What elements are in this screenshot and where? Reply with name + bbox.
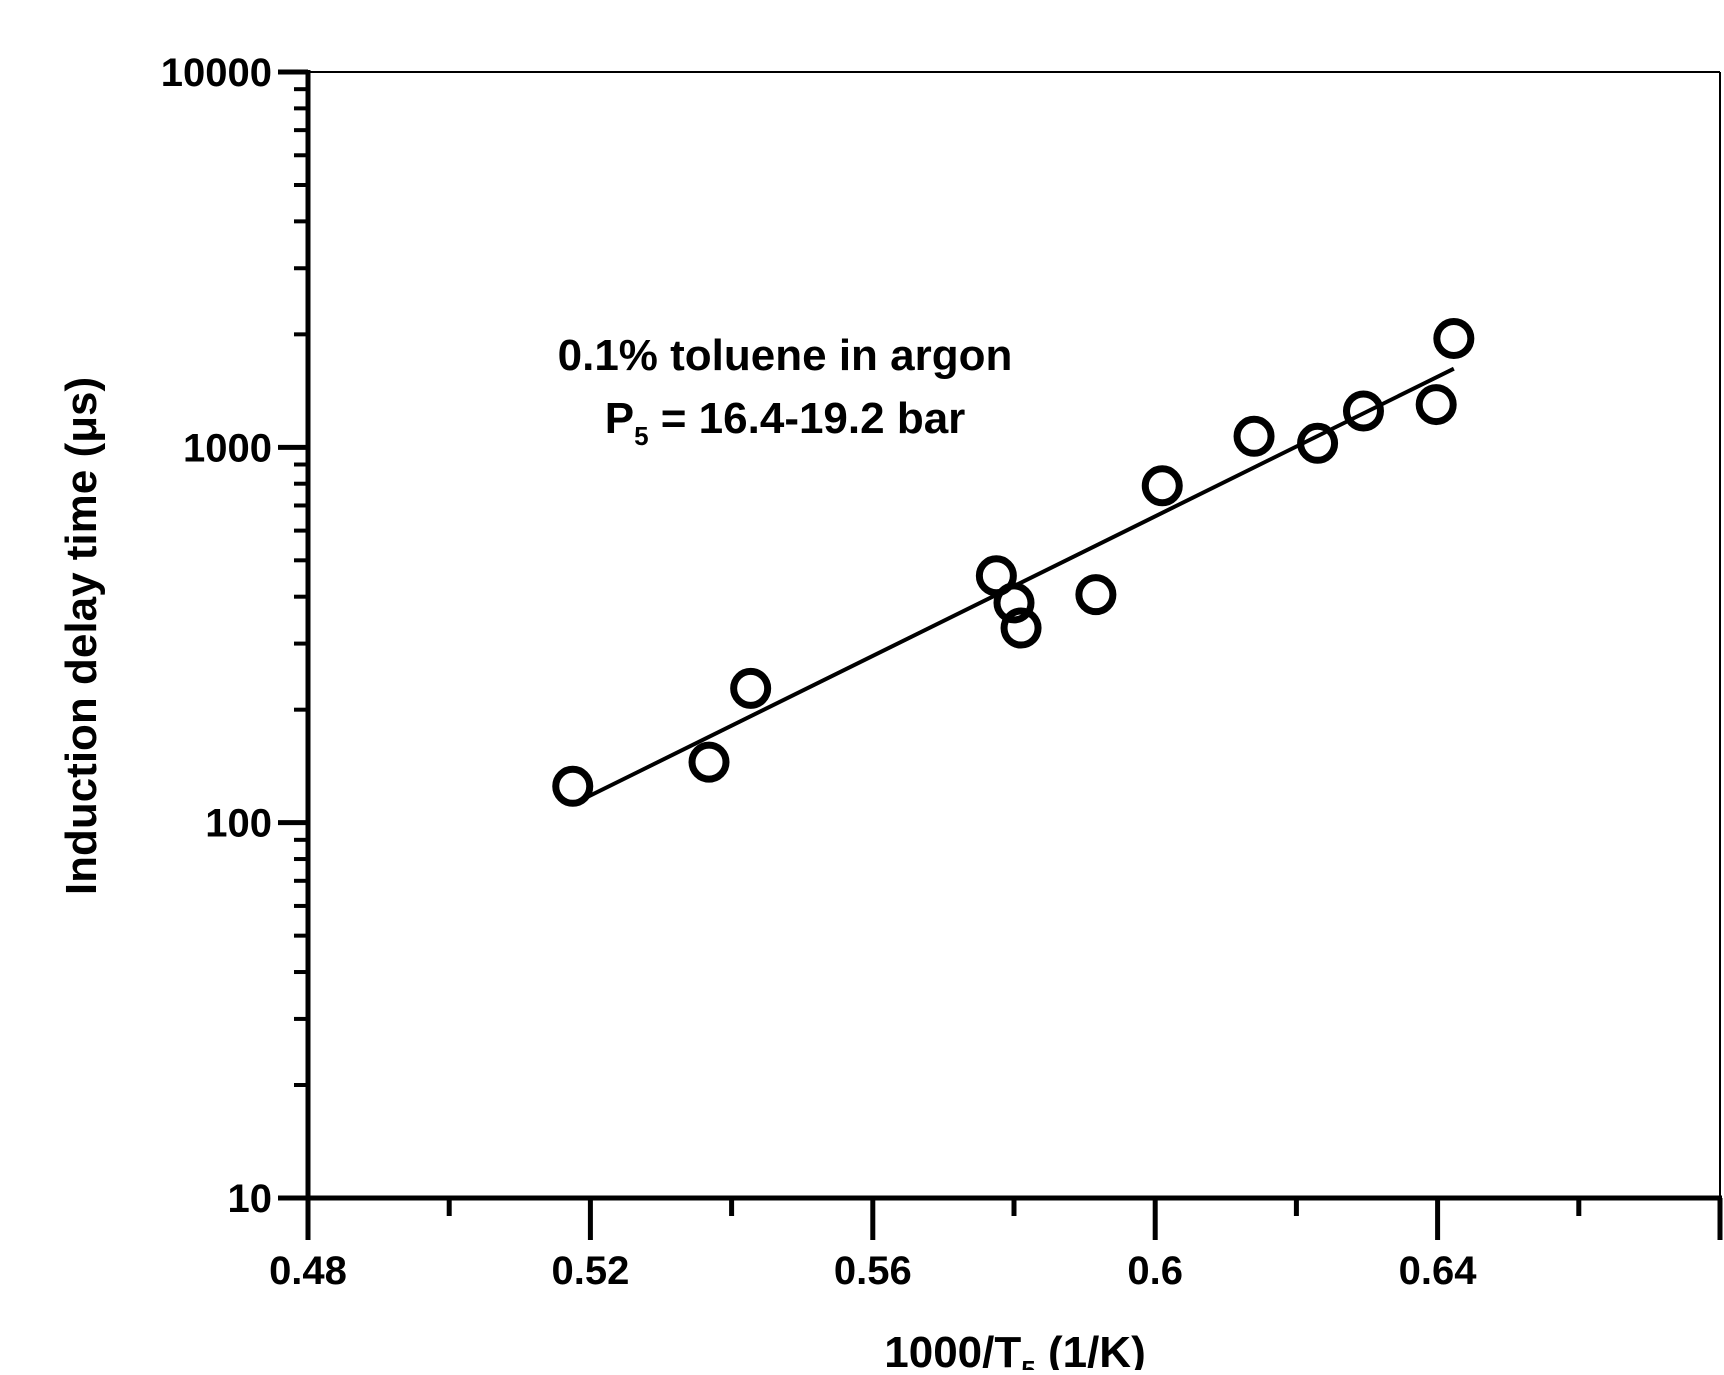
x-axis-title-sub: 5 <box>1021 1355 1035 1370</box>
x-tick-label: 0.56 <box>834 1249 912 1293</box>
data-point <box>1415 384 1457 426</box>
y-tick-label: 10 <box>228 1177 273 1221</box>
data-point <box>1297 422 1339 464</box>
x-tick-label: 0.48 <box>269 1249 347 1293</box>
annotation-line1: 0.1% toluene in argon <box>558 331 1013 380</box>
x-axis-title-main: 1000/T <box>884 1328 1021 1370</box>
data-point <box>552 765 594 807</box>
data-point <box>1233 415 1275 457</box>
data-point <box>688 741 730 783</box>
x-tick-label: 0.6 <box>1127 1249 1183 1293</box>
plot-frame <box>305 70 1722 1201</box>
y-axis-title-rest: s) <box>57 377 106 416</box>
data-points <box>552 317 1475 807</box>
data-point <box>1000 607 1042 649</box>
y-axis-ticks: 10 100 1000 10000 <box>161 51 308 1221</box>
data-point <box>1141 465 1183 507</box>
data-point <box>1433 317 1475 359</box>
data-point <box>1342 390 1384 432</box>
annotation-line2-main: P <box>605 394 634 443</box>
annotation-line2-sub: 5 <box>634 421 648 451</box>
data-point <box>993 582 1035 624</box>
x-axis-title-rest: (1/K) <box>1036 1328 1146 1370</box>
annotation-line2: P5 = 16.4-19.2 bar <box>605 394 966 451</box>
annotation-line2-rest: = 16.4-19.2 bar <box>649 394 966 443</box>
y-axis-title-mu: μ <box>57 416 106 443</box>
data-point <box>730 667 772 709</box>
x-tick-label: 0.52 <box>551 1249 629 1293</box>
y-tick-label: 10000 <box>161 51 272 95</box>
y-tick-label: 100 <box>205 802 272 846</box>
x-axis-ticks: 0.48 0.52 0.56 0.6 0.64 <box>269 1198 1723 1293</box>
data-point <box>1075 574 1117 616</box>
y-axis-title-main: Induction delay time ( <box>57 443 106 896</box>
x-tick-label: 0.64 <box>1399 1249 1478 1293</box>
x-axis-title: 1000/T5 (1/K) <box>884 1328 1145 1370</box>
y-axis-title: Induction delay time (μs) <box>57 377 106 895</box>
y-tick-label: 1000 <box>183 426 272 470</box>
